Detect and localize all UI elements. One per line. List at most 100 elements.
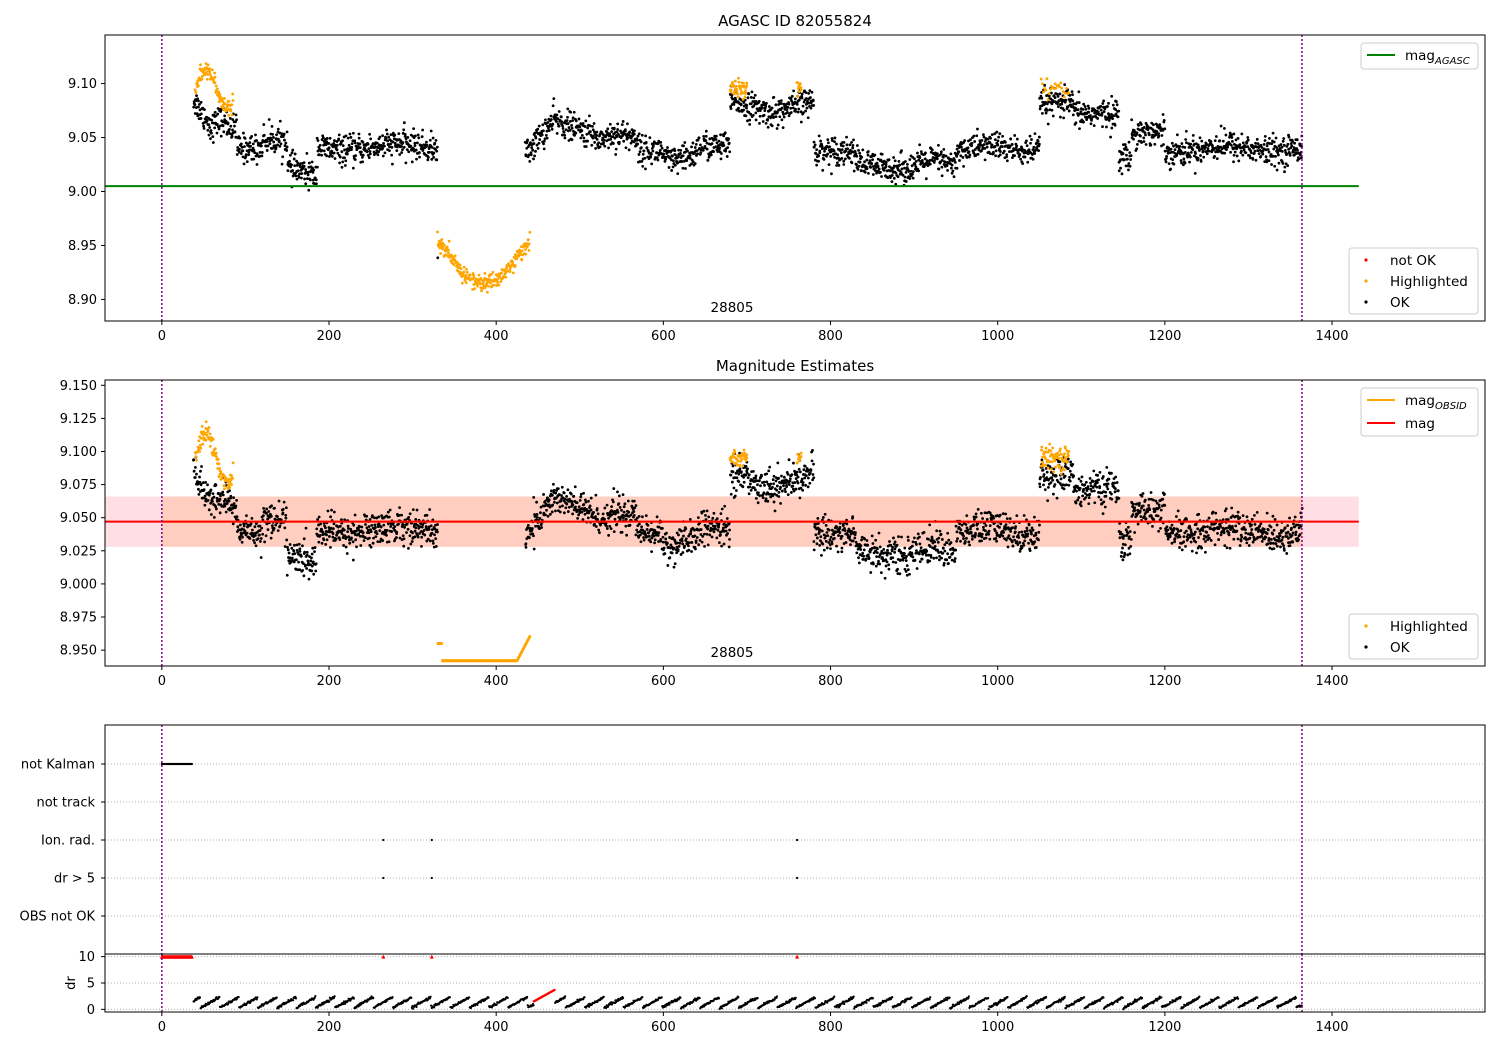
ok-point bbox=[192, 469, 196, 473]
highlighted-point bbox=[1054, 86, 1058, 90]
ok-point bbox=[1197, 145, 1201, 149]
ok-point bbox=[1293, 141, 1296, 145]
ok-point bbox=[665, 541, 669, 545]
ok-point bbox=[822, 153, 825, 157]
ok-point bbox=[806, 485, 810, 489]
ok-point bbox=[845, 135, 848, 139]
ok-point bbox=[696, 516, 700, 520]
ok-point bbox=[238, 147, 241, 151]
ok-point bbox=[381, 154, 385, 158]
ok-point bbox=[884, 163, 888, 167]
ok-point bbox=[1079, 110, 1083, 114]
ok-point bbox=[405, 531, 408, 534]
ok-point bbox=[748, 118, 752, 122]
ok-point bbox=[327, 142, 331, 145]
ok-point bbox=[803, 464, 807, 468]
ok-point bbox=[930, 148, 934, 152]
ok-point bbox=[809, 101, 813, 104]
ok-point bbox=[873, 153, 877, 157]
ok-point bbox=[205, 119, 209, 122]
ok-point bbox=[526, 523, 530, 527]
ok-point bbox=[706, 543, 710, 547]
ok-point bbox=[615, 522, 619, 526]
ok-point bbox=[1281, 162, 1285, 165]
ok-point bbox=[568, 119, 572, 123]
ok-point bbox=[305, 177, 309, 181]
ok-point bbox=[578, 499, 582, 502]
ok-point bbox=[1261, 152, 1265, 156]
ok-point bbox=[956, 144, 959, 148]
ok-point bbox=[607, 516, 610, 520]
ok-point bbox=[565, 119, 569, 122]
ok-point bbox=[937, 167, 941, 171]
highlighted-point bbox=[736, 95, 740, 99]
ok-point bbox=[832, 533, 836, 537]
ok-point bbox=[542, 142, 545, 146]
ok-point bbox=[693, 162, 697, 166]
ok-point bbox=[301, 544, 304, 548]
ok-point bbox=[908, 158, 912, 161]
ok-point bbox=[849, 543, 852, 547]
ok-point bbox=[848, 143, 852, 147]
ok-point bbox=[554, 509, 557, 513]
ok-point bbox=[1033, 132, 1037, 136]
ok-point bbox=[391, 131, 395, 135]
highlighted-point bbox=[528, 230, 532, 234]
ok-point bbox=[969, 138, 972, 142]
ok-point bbox=[918, 156, 922, 160]
ok-point bbox=[1100, 113, 1104, 117]
ok-point bbox=[784, 490, 787, 494]
ok-point bbox=[338, 524, 342, 528]
ok-point bbox=[346, 530, 350, 534]
ok-point bbox=[684, 167, 687, 170]
ok-point bbox=[777, 495, 781, 498]
ok-point bbox=[1064, 98, 1068, 102]
ok-point bbox=[369, 530, 373, 534]
ok-point bbox=[821, 516, 825, 519]
panel1-chart: 0 200 400 600 800 1000 1200 14008.908.959.009.0… bbox=[68, 34, 1486, 344]
ok-point bbox=[999, 150, 1002, 153]
ok-point bbox=[321, 136, 325, 140]
ok-point bbox=[551, 503, 555, 507]
ok-point bbox=[219, 134, 223, 138]
ok-point bbox=[400, 151, 404, 154]
ok-point bbox=[427, 528, 431, 531]
ok-point bbox=[938, 558, 941, 562]
data-points bbox=[192, 62, 1304, 294]
ok-point bbox=[276, 515, 279, 519]
ok-point bbox=[434, 537, 438, 541]
ok-point bbox=[251, 142, 255, 146]
ok-point bbox=[773, 509, 777, 513]
ok-point bbox=[1060, 102, 1064, 106]
ok-point bbox=[229, 124, 233, 128]
highlighted-point bbox=[477, 273, 481, 277]
ok-point bbox=[420, 135, 424, 139]
ok-point bbox=[656, 142, 660, 145]
ok-point bbox=[913, 558, 917, 562]
ok-point bbox=[361, 531, 365, 535]
ok-point bbox=[803, 476, 807, 480]
ok-point bbox=[219, 494, 222, 498]
ok-point bbox=[857, 149, 860, 152]
ok-point bbox=[305, 550, 309, 554]
ok-point bbox=[797, 107, 801, 111]
highlighted-point bbox=[489, 281, 492, 285]
ok-point bbox=[582, 491, 585, 495]
ok-point bbox=[965, 536, 968, 540]
ok-point bbox=[228, 489, 231, 493]
ok-point bbox=[588, 504, 592, 508]
ok-point bbox=[749, 95, 753, 99]
ok-point bbox=[644, 140, 648, 144]
ok-point bbox=[416, 133, 420, 137]
ok-point bbox=[897, 159, 901, 163]
ok-point bbox=[829, 535, 833, 539]
ok-point bbox=[549, 118, 553, 121]
ok-point bbox=[270, 125, 274, 128]
ok-point bbox=[204, 480, 207, 484]
highlighted-point bbox=[1046, 98, 1050, 101]
ok-point bbox=[889, 166, 893, 170]
ok-point bbox=[592, 135, 595, 138]
ok-point bbox=[714, 138, 718, 141]
ok-point bbox=[990, 145, 993, 149]
ok-point bbox=[575, 501, 579, 505]
